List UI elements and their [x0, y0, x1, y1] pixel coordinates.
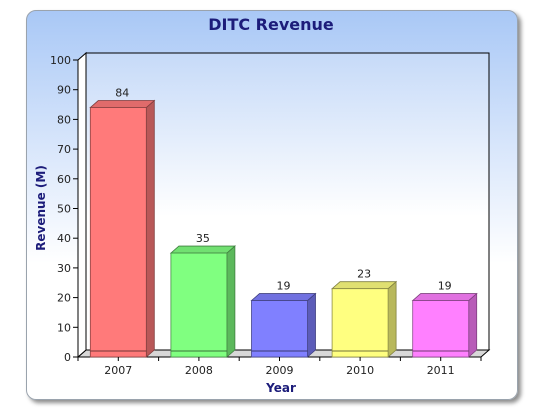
y-tick-label: 40: [57, 232, 71, 245]
x-axis-ticks: 2007 2008 2009 2010 2011: [77, 357, 482, 377]
bar-front: [251, 300, 308, 358]
bar-side: [387, 280, 397, 358]
data-label: 35: [196, 232, 210, 245]
bar-side: [307, 292, 316, 358]
bar-2010: 23: [331, 268, 398, 358]
x-tick-label: 2011: [427, 364, 455, 377]
y-tick-label: 90: [57, 84, 71, 97]
y-tick-label: 30: [57, 262, 71, 275]
y-tick-label: 50: [57, 203, 71, 216]
bar-front: [412, 300, 470, 358]
y-tick-label: 20: [57, 292, 71, 305]
bars: 84 35 19 23 19: [89, 87, 478, 358]
y-tick-label: 70: [57, 143, 71, 156]
bar-top: [250, 293, 317, 301]
x-axis-title: Year: [265, 381, 296, 395]
bar-2008: 35: [169, 232, 236, 358]
bar-top: [89, 100, 156, 108]
y-tick-label: 10: [57, 321, 71, 334]
y-axis-ticks: 0 10 20 30 40 50 60 70 80 90 100: [50, 54, 78, 364]
bar-front: [170, 252, 228, 358]
bar-top: [169, 245, 236, 254]
y-tick-label: 60: [57, 173, 71, 186]
bar-top: [331, 281, 398, 290]
y-tick-label: 80: [57, 113, 71, 126]
data-label: 23: [357, 268, 371, 281]
chart-title: DITC Revenue: [208, 15, 334, 34]
bar-side: [226, 245, 236, 358]
data-label: 19: [277, 280, 291, 293]
bar-top: [411, 293, 478, 301]
bar-side: [145, 99, 155, 358]
bar-2011: 19: [411, 280, 478, 358]
x-tick-label: 2009: [266, 364, 294, 377]
bar-side: [468, 292, 478, 358]
y-axis-title: Revenue (M): [34, 165, 48, 251]
bar-front: [331, 288, 389, 358]
x-tick-label: 2007: [104, 364, 132, 377]
x-tick-label: 2010: [346, 364, 374, 377]
y-tick-label: 0: [64, 351, 71, 364]
y-tick-label: 100: [50, 54, 71, 67]
bar-2007: 84: [89, 87, 156, 358]
x-tick-label: 2008: [185, 364, 213, 377]
data-label: 84: [115, 87, 129, 100]
bar-front: [89, 107, 147, 358]
data-label: 19: [438, 280, 452, 293]
plot-side-wall: [77, 51, 87, 359]
